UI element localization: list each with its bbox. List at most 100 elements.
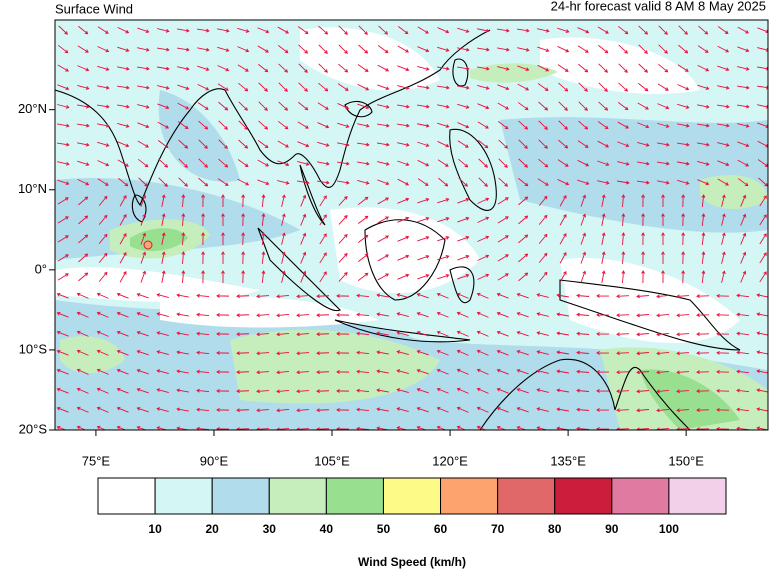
wind-arrow [536,293,549,298]
wind-arrow [416,425,428,430]
wind-arrow [161,270,166,283]
wind-arrow [678,25,688,35]
wind-arrow [161,194,166,207]
wind-arrow [416,349,429,356]
wind-arrow [737,104,750,109]
wind-arrow [636,389,650,394]
wind-arrow [497,254,509,262]
wind-arrow [158,177,168,187]
wind-arrow [176,388,189,393]
wind-arrow [237,159,249,167]
wind-arrow [598,82,608,92]
wind-arrow [516,331,529,337]
wind-arrow [296,370,310,375]
wind-arrow [736,388,750,393]
wind-arrow [319,214,327,226]
wind-arrow [261,194,266,208]
wind-arrow [201,194,205,208]
wind-arrow [76,368,89,375]
wind-arrow [757,85,768,90]
wind-arrow [377,161,390,166]
wind-arrow [277,160,290,167]
wind-arrow [436,311,449,318]
wind-arrow [457,122,470,129]
wind-arrow [697,142,710,147]
wind-arrow [437,66,450,71]
colorbar-label: 90 [605,522,619,536]
wind-arrow [57,216,69,224]
wind-arrow [517,65,530,72]
wind-arrow [258,63,269,73]
colorbar-swatch [154,477,213,515]
lat-tick-label: 20°N [18,101,47,116]
wind-arrow [621,232,626,246]
wind-arrow [496,425,507,430]
wind-arrow [580,213,587,226]
wind-arrow [196,350,210,355]
wind-arrow [96,387,109,394]
wind-arrow [497,66,510,71]
wind-arrow [716,388,730,393]
wind-arrow [298,44,309,54]
wind-arrow [256,408,270,413]
wind-arrow [417,216,430,223]
wind-arrow [116,292,129,299]
wind-arrow [76,349,89,356]
axes: 75°E 90°E 105°E 120°E 135°E 150°E 20°N 10°N 0° 10… [18,101,704,468]
wind-arrow [436,292,449,299]
wind-arrow [697,179,710,186]
wind-arrow [277,180,290,185]
wind-arrow [756,293,768,298]
wind-arrow [56,311,69,318]
wind-arrow [757,47,768,52]
wind-arrow [496,292,509,299]
wind-arrow [76,292,89,299]
wind-arrow [281,213,286,226]
wind-arrow [417,104,430,109]
wind-arrow [478,139,489,149]
wind-arrow [517,102,529,111]
wind-arrow [716,369,730,374]
wind-arrow [197,65,210,71]
wind-arrow [96,330,109,337]
wind-arrow [181,270,186,284]
wind-arrow [177,84,190,91]
wind-arrow [97,178,109,186]
wind-arrow [216,312,230,317]
wind-arrow [136,330,149,337]
wind-arrow [316,313,330,318]
wind-arrow [117,26,130,34]
colorbar-title: Wind Speed (km/h) [358,555,466,569]
wind-arrow [696,389,710,394]
wind-arrow [676,427,690,430]
map-frame [54,19,769,431]
wind-arrow [277,26,289,34]
wind-arrow [377,254,389,262]
wind-arrow [641,270,645,284]
wind-arrow [396,331,409,336]
wind-arrow [698,25,709,35]
wind-arrow [716,407,730,412]
wind-arrow [377,142,390,147]
wind-arrow [357,64,369,72]
wind-arrow [276,313,290,318]
wind-arrow [58,25,69,35]
wind-arrow [97,65,110,71]
colorbar-label: 10 [148,522,162,536]
wind-arrow [137,27,150,34]
wind-arrow [658,63,669,73]
wind-arrow [77,160,90,166]
wind-arrow [257,27,270,34]
wind-arrow [257,159,270,167]
wind-arrow [477,103,490,110]
colorbar-swatch [440,477,499,515]
wind-arrow [558,101,568,111]
wind-arrow [641,232,645,246]
wind-arrow [98,214,108,225]
wind-arrow [157,140,169,149]
wind-arrow [417,85,430,90]
wind-arrow [396,293,409,298]
wind-arrow [657,142,670,147]
wind-arrow [177,28,190,33]
wind-arrow [756,312,768,317]
